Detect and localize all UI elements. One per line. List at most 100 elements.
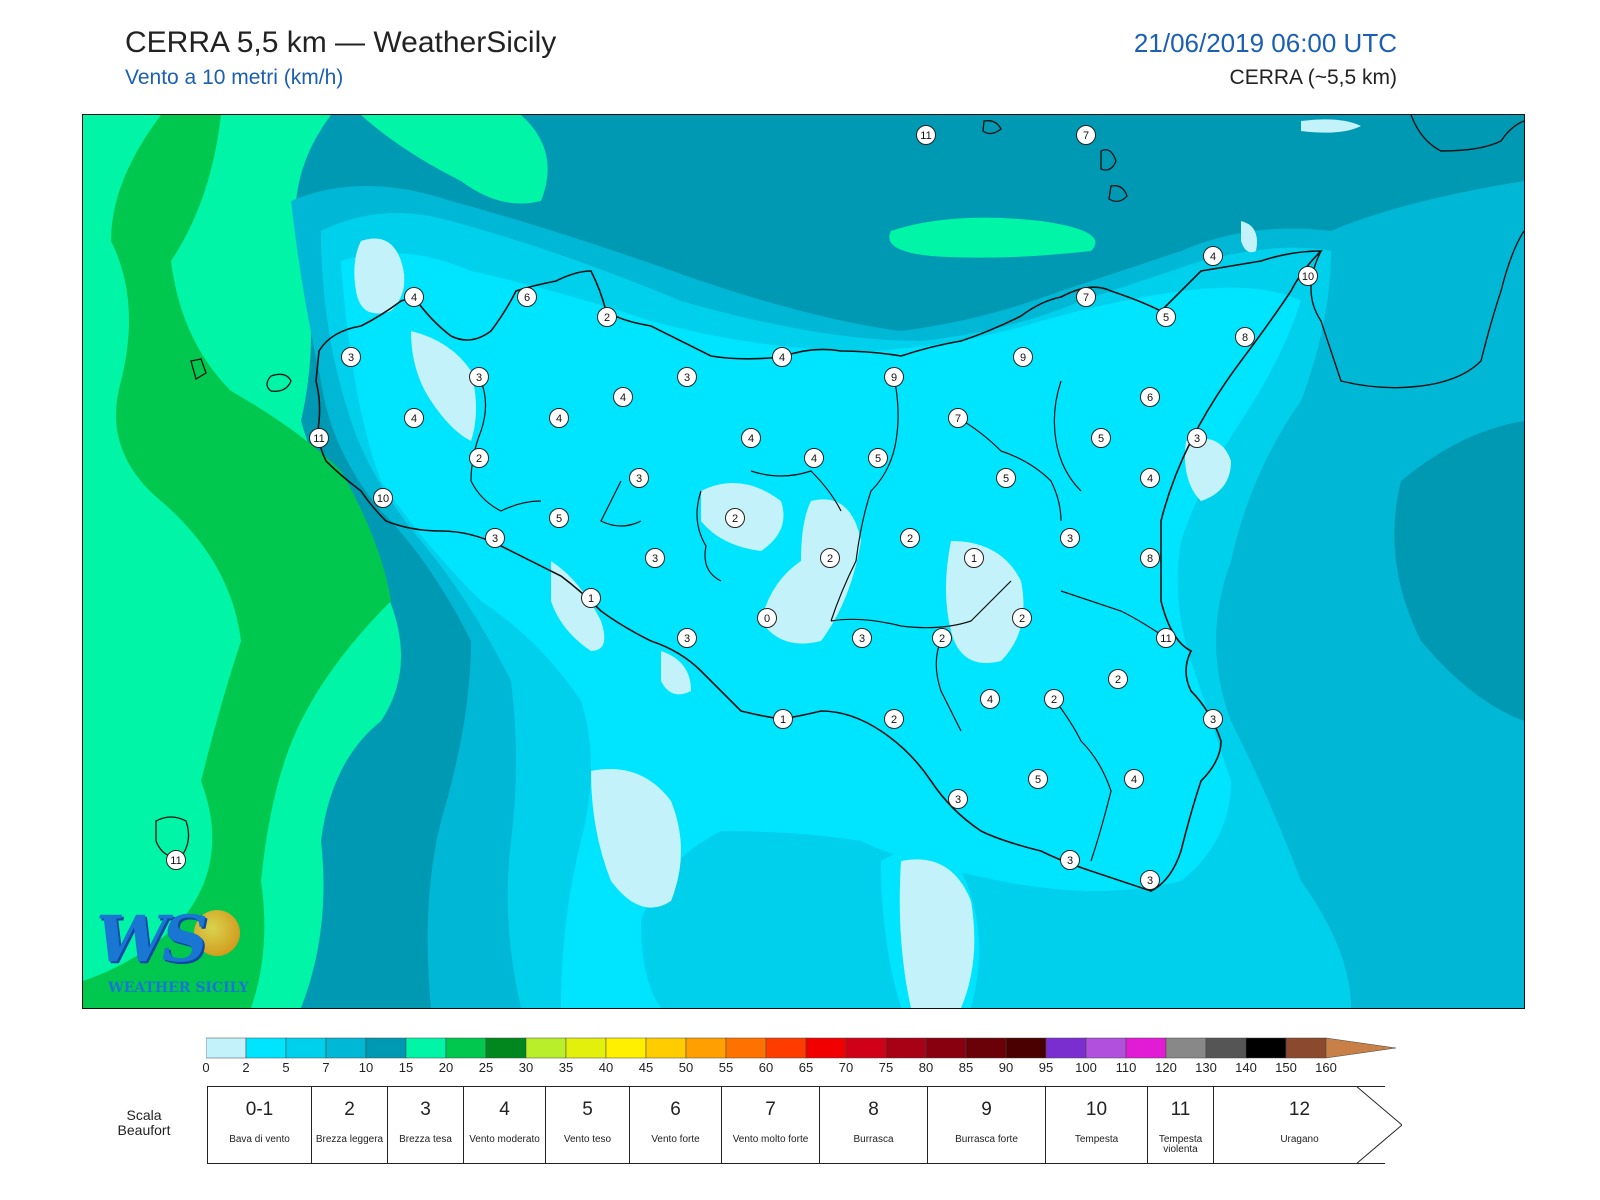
colorbar-tick: 5 (282, 1060, 290, 1075)
beaufort-description: Bava di vento (229, 1134, 290, 1145)
beaufort-scale-label: Scala Beaufort (117, 1107, 171, 1138)
colorbar-swatch (725, 1037, 767, 1059)
province-borders (470, 376, 1167, 862)
colorbar-swatch (1285, 1037, 1327, 1059)
sun-icon (194, 910, 240, 956)
station-wind-value: 7 (1083, 292, 1089, 304)
beaufort-scale: 0-1 Bava di vento 2 Brezza leggera 3 Brezza t… (207, 1086, 1385, 1164)
station-circle (725, 508, 745, 528)
beaufort-description: Tempesta violenta (1158, 1134, 1203, 1155)
station-circle (900, 528, 920, 548)
station-circle (1060, 850, 1080, 870)
station-wind-value: 3 (1194, 433, 1200, 445)
colorbar-swatch (206, 1037, 247, 1059)
station-marker: 11 (1156, 628, 1176, 648)
station-marker: 4 (980, 689, 1000, 709)
station-marker: 3 (948, 789, 968, 809)
field-north-15b (889, 217, 1096, 258)
station-circle (820, 548, 840, 568)
station-circle (1156, 307, 1176, 327)
station-wind-value: 5 (875, 453, 881, 465)
beaufort-description: Tempesta (1074, 1134, 1119, 1145)
beaufort-cell: 4 Vento moderato (463, 1086, 545, 1164)
station-wind-value: 3 (348, 352, 354, 364)
station-circle (1235, 327, 1255, 347)
station-marker: 10 (373, 488, 393, 508)
colorbar-tick: 150 (1275, 1060, 1297, 1075)
island-alicudi (982, 120, 1002, 135)
beaufort-description: Burrasca forte (955, 1134, 1018, 1145)
station-circle (1140, 387, 1160, 407)
map-subtitle: Vento a 10 metri (km/h) (125, 66, 344, 89)
station-wind-value: 3 (652, 553, 658, 565)
station-marker: 2 (469, 448, 489, 468)
colorbar-tick: 55 (718, 1060, 734, 1075)
forecast-datetime: 21/06/2019 06:00 UTC (1133, 28, 1397, 58)
colorbar-tick: 80 (918, 1060, 934, 1075)
colorbar-tick: 40 (598, 1060, 614, 1075)
station-marker: 2 (900, 528, 920, 548)
colorbar-tick: 20 (438, 1060, 454, 1075)
station-wind-value: 10 (1302, 271, 1314, 283)
colorbar-swatch (365, 1037, 407, 1059)
beaufort-arrow-icon (1356, 1086, 1402, 1164)
station-wind-value: 3 (1210, 714, 1216, 726)
station-wind-value: 10 (377, 493, 389, 505)
station-marker: 8 (1140, 548, 1160, 568)
colorbar-swatch (1245, 1037, 1287, 1059)
beaufort-description: Vento molto forte (732, 1134, 809, 1145)
station-circle (309, 428, 329, 448)
station-wind-value: 6 (524, 292, 530, 304)
station-circle (884, 709, 904, 729)
calm-1 (354, 238, 405, 314)
station-circle (1203, 246, 1223, 266)
station-wind-value: 4 (411, 292, 417, 304)
colorbar-tick: 7 (322, 1060, 330, 1075)
station-marker: 3 (1203, 709, 1223, 729)
colorbar-swatch (565, 1037, 607, 1059)
colorbar-swatch (285, 1037, 327, 1059)
station-wind-value: 0 (764, 613, 770, 625)
colorbar-tick: 45 (638, 1060, 654, 1075)
station-circle (741, 428, 761, 448)
logo-mark: WS (96, 902, 208, 977)
station-wind-value: 4 (1131, 774, 1137, 786)
station-wind-value: 3 (684, 372, 690, 384)
station-marker: 4 (404, 408, 424, 428)
station-circle (677, 628, 697, 648)
field-west-inner (83, 115, 241, 981)
calm-2 (411, 331, 476, 441)
beaufort-cell: 9 Burrasca forte (927, 1086, 1045, 1164)
colorbar-swatch (845, 1037, 887, 1059)
colorbar-swatch (605, 1037, 647, 1059)
calm-5 (946, 541, 1024, 663)
station-wind-value: 6 (1147, 392, 1153, 404)
station-marker: 11 (166, 850, 186, 870)
colorbar (206, 1037, 1397, 1059)
beaufort-cell: 10 Tempesta (1045, 1086, 1147, 1164)
station-wind-value: 3 (1067, 533, 1073, 545)
station-wind-value: 9 (891, 372, 897, 384)
station-wind-value: 5 (556, 513, 562, 525)
station-marker: 3 (1060, 850, 1080, 870)
beaufort-description: Brezza tesa (399, 1134, 452, 1145)
colorbar-arrow (1325, 1037, 1397, 1059)
station-wind-value: 2 (939, 633, 945, 645)
station-marker: 4 (613, 387, 633, 407)
station-marker: 4 (741, 428, 761, 448)
island-lipari (1100, 149, 1128, 203)
colorbar-tick: 90 (998, 1060, 1014, 1075)
station-marker: 3 (1060, 528, 1080, 548)
station-marker: 5 (996, 468, 1016, 488)
station-marker: 9 (1013, 347, 1033, 367)
station-circle (1203, 709, 1223, 729)
station-wind-value: 1 (780, 714, 786, 726)
beaufort-cell: 5 Vento teso (545, 1086, 629, 1164)
colorbar-swatch (405, 1037, 447, 1059)
station-circle (1140, 548, 1160, 568)
station-marker: 11 (916, 125, 936, 145)
station-circle (1140, 870, 1160, 890)
station-wind-value: 2 (827, 553, 833, 565)
colorbar-swatch (1085, 1037, 1127, 1059)
